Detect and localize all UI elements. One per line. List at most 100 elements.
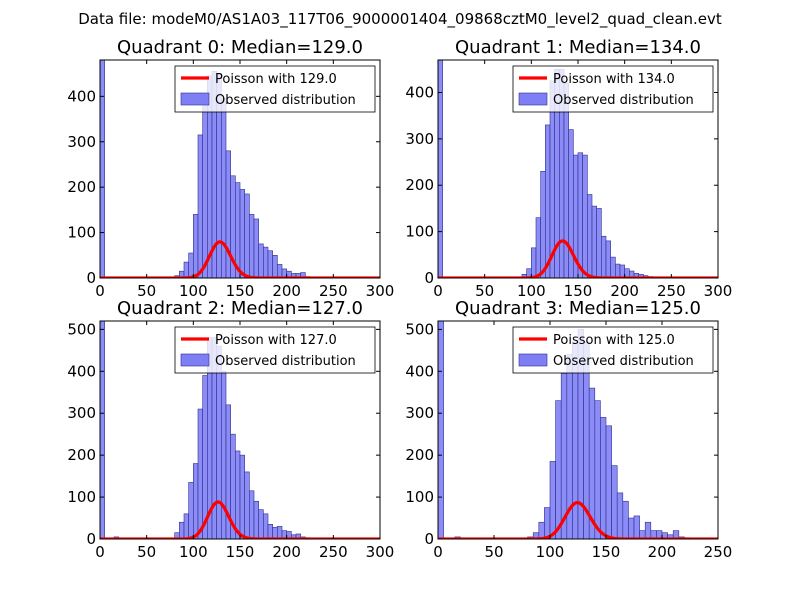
x-tick-label: 0 (95, 282, 105, 300)
histogram-bar (605, 425, 612, 539)
y-tick-label: 0 (424, 530, 434, 548)
histogram-bar (616, 492, 624, 539)
histogram-bar (258, 509, 264, 539)
x-tick-label: 300 (366, 543, 395, 561)
legend-label-poisson: Poisson with 129.0 (215, 72, 337, 87)
histogram-bar (239, 189, 245, 278)
histogram-bar (249, 214, 255, 278)
histogram-bar (633, 515, 640, 539)
y-tick-label: 400 (405, 362, 434, 380)
x-tick-label: 150 (226, 282, 255, 300)
histogram-bar (253, 500, 259, 539)
y-tick-label: 300 (67, 404, 96, 422)
histogram-bar (193, 214, 199, 278)
x-tick-label: 50 (484, 543, 503, 561)
legend-label-observed: Observed distribution (215, 354, 356, 369)
histogram-bar (596, 208, 602, 278)
subplot-grid: Quadrant 0: Median=129.0 0 50 100 150 200 250 3… (67, 37, 732, 561)
histogram-bar (267, 524, 273, 539)
x-tick-label: 0 (95, 543, 105, 561)
histogram-bar (221, 371, 227, 539)
histogram-bar (277, 526, 283, 539)
histogram-bar (545, 124, 551, 278)
histogram-bar (540, 171, 546, 278)
axes-frame (437, 320, 719, 540)
legend-label-poisson: Poisson with 125.0 (553, 333, 675, 348)
y-tick-label: 400 (67, 87, 96, 105)
histogram-bar (183, 513, 189, 539)
y-tick-label: 400 (405, 83, 434, 101)
x-tick-label: 100 (536, 543, 565, 561)
legend-label-poisson: Poisson with 134.0 (553, 72, 675, 87)
histogram-bar (538, 521, 545, 539)
histogram-bar (244, 471, 250, 539)
plot-area (100, 60, 380, 278)
x-tick-label: 250 (319, 543, 348, 561)
histogram-bar (244, 193, 250, 278)
figure-suptitle: Data file: modeM0/AS1A03_117T06_90000014… (78, 10, 722, 29)
histogram-bar (600, 417, 607, 539)
legend: Poisson with 127.0 Observed distribution (174, 326, 376, 374)
x-tick-label: 150 (226, 543, 255, 561)
histogram-bar (591, 205, 597, 278)
x-tick-label: 150 (592, 543, 621, 561)
y-tick-label: 100 (405, 488, 434, 506)
histogram-bar (263, 246, 269, 278)
x-tick-label: 250 (704, 543, 733, 561)
histogram-bar (197, 408, 203, 539)
histogram-bar (267, 250, 273, 278)
x-tick-label: 100 (517, 282, 546, 300)
y-tick-label: 0 (424, 269, 434, 287)
histogram-bar (605, 240, 611, 278)
x-tick-label: 200 (610, 282, 639, 300)
subplot-3: Quadrant 3: Median=125.0 0 50 100 150 200 250 0… (405, 298, 732, 561)
y-tick-label: 300 (405, 130, 434, 148)
poisson-line (438, 501, 718, 539)
x-tick-label: 200 (272, 543, 301, 561)
x-tick-label: 100 (179, 543, 208, 561)
subplot-title: Quadrant 1: Median=134.0 (455, 37, 701, 58)
y-tick-label: 200 (405, 446, 434, 464)
poisson-line (438, 239, 718, 278)
subplot-2: Quadrant 2: Median=127.0 0 50 100 150 200 250 3… (67, 298, 394, 561)
legend-bar-swatch (518, 353, 548, 367)
plot-area (100, 321, 380, 539)
histogram-bar (563, 82, 569, 278)
x-tick-label: 250 (657, 282, 686, 300)
y-tick-label: 0 (86, 269, 96, 287)
histogram-bar (188, 482, 194, 539)
histogram-bar (610, 256, 616, 278)
y-tick-label: 300 (405, 404, 434, 422)
x-tick-label: 200 (648, 543, 677, 561)
y-tick-label: 100 (67, 488, 96, 506)
histogram-bar (544, 507, 551, 539)
histogram-bar (438, 321, 444, 539)
histogram-bar (644, 521, 652, 539)
legend-label-observed: Observed distribution (215, 93, 356, 108)
x-tick-label: 50 (137, 282, 156, 300)
histogram-bar (594, 400, 601, 539)
legend-bar-swatch (180, 92, 210, 106)
histogram-bar (100, 60, 105, 278)
histogram-bar (555, 400, 562, 539)
y-tick-label: 300 (67, 133, 96, 151)
histogram-bar (225, 150, 231, 278)
legend: Poisson with 129.0 Observed distribution (174, 65, 376, 113)
legend: Poisson with 134.0 Observed distribution (512, 65, 714, 113)
histogram-bar (619, 264, 625, 278)
y-tick-label: 100 (67, 224, 96, 242)
histogram-bar (235, 450, 241, 539)
y-tick-label: 400 (67, 362, 96, 380)
histogram-bar (216, 345, 222, 539)
histogram-bar (202, 93, 208, 278)
histogram-bar (272, 526, 278, 539)
histogram-bar (253, 218, 259, 278)
histogram-bar (202, 375, 208, 539)
histogram-bar (100, 321, 105, 539)
x-tick-label: 250 (319, 282, 348, 300)
histogram-bar (535, 217, 541, 278)
histogram-bar (601, 235, 607, 278)
y-tick-label: 0 (86, 530, 96, 548)
histogram-bar (221, 98, 227, 278)
histogram-bar (549, 461, 556, 539)
